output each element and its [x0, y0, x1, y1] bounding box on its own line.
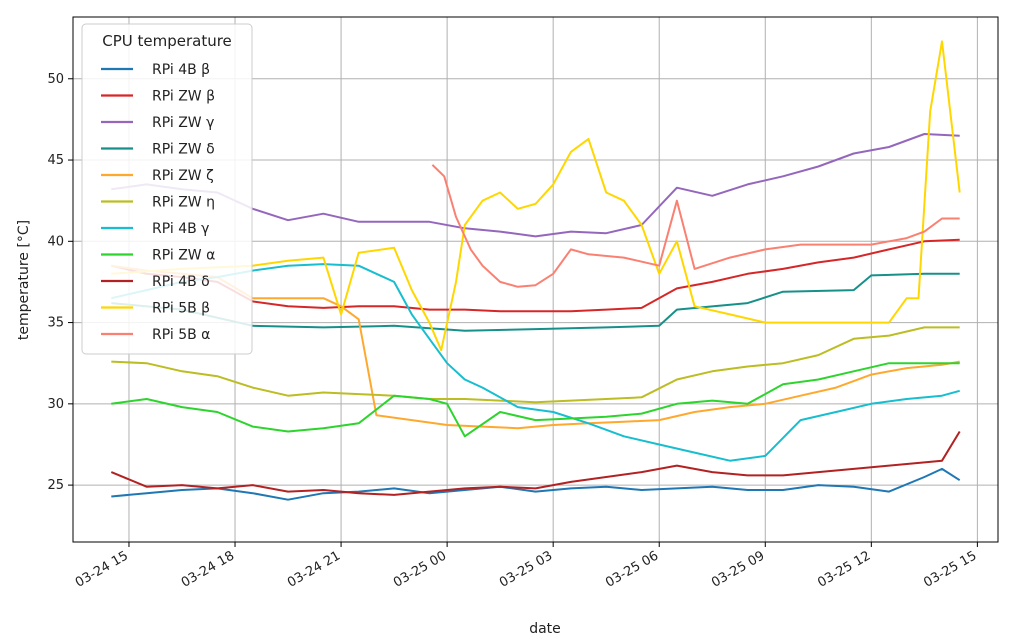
legend-label-3: RPi ZW γ: [152, 115, 214, 131]
x-tick-label: 03-24 21: [285, 548, 343, 590]
y-tick-label: 35: [47, 316, 64, 331]
legend-label-5: RPi ZW ζ: [152, 168, 214, 184]
series-line-9: [110, 430, 961, 496]
x-tick-label: 03-25 15: [921, 548, 979, 590]
series-line-1: [111, 467, 961, 501]
legend-label-7: RPi 4B γ: [152, 221, 209, 237]
series-line-4: [111, 272, 960, 332]
x-tick-label: 03-25 12: [815, 548, 873, 590]
x-tick-label: 03-25 06: [603, 548, 661, 590]
series-line-8: [111, 362, 960, 438]
series-line-5: [111, 264, 960, 430]
series-line-2: [111, 238, 960, 313]
x-tick-label: 03-25 09: [709, 548, 767, 590]
plot-frame: [72, 16, 999, 543]
x-tick-label: 03-25 03: [497, 548, 555, 590]
y-axis: 25 30 35 40 45 50: [47, 72, 73, 493]
legend-label-10: RPi 5B β: [152, 301, 210, 317]
x-tick-label: 03-24 15: [73, 548, 131, 590]
x-tick-label: 03-24 18: [179, 548, 237, 590]
series-line-6: [111, 326, 960, 404]
series-line-10: [111, 40, 961, 352]
legend-label-2: RPi ZW β: [152, 89, 215, 105]
y-tick-label: 45: [47, 153, 64, 168]
y-axis-label: temperature [°C]: [16, 220, 32, 340]
legend-label-4: RPi ZW δ: [152, 142, 215, 158]
x-tick-label: 03-25 00: [391, 548, 449, 590]
y-tick-label: 25: [47, 478, 64, 493]
legend-title: CPU temperature: [102, 32, 232, 50]
x-axis-label: date: [529, 621, 561, 637]
y-tick-label: 30: [47, 397, 64, 412]
series-line-11: [431, 164, 960, 288]
legend-label-11: RPi 5B α: [152, 327, 210, 343]
legend-label-8: RPi ZW α: [152, 248, 215, 264]
y-tick-label: 40: [47, 234, 64, 249]
series-line-7: [111, 263, 960, 462]
series-lines: [110, 40, 961, 501]
legend: CPU temperature RPi 4B β RPi ZW β RPi ZW γ…: [81, 23, 253, 355]
legend-label-9: RPi 4B δ: [152, 274, 210, 290]
series-line-3: [111, 133, 960, 238]
y-tick-label: 50: [47, 72, 64, 87]
x-axis: 03-24 15 03-24 18 03-24 21 03-25 00 03-25 03…: [73, 542, 979, 591]
legend-label-6: RPi ZW η: [152, 195, 215, 211]
legend-box: [81, 23, 253, 355]
legend-label-1: RPi 4B β: [152, 62, 210, 78]
